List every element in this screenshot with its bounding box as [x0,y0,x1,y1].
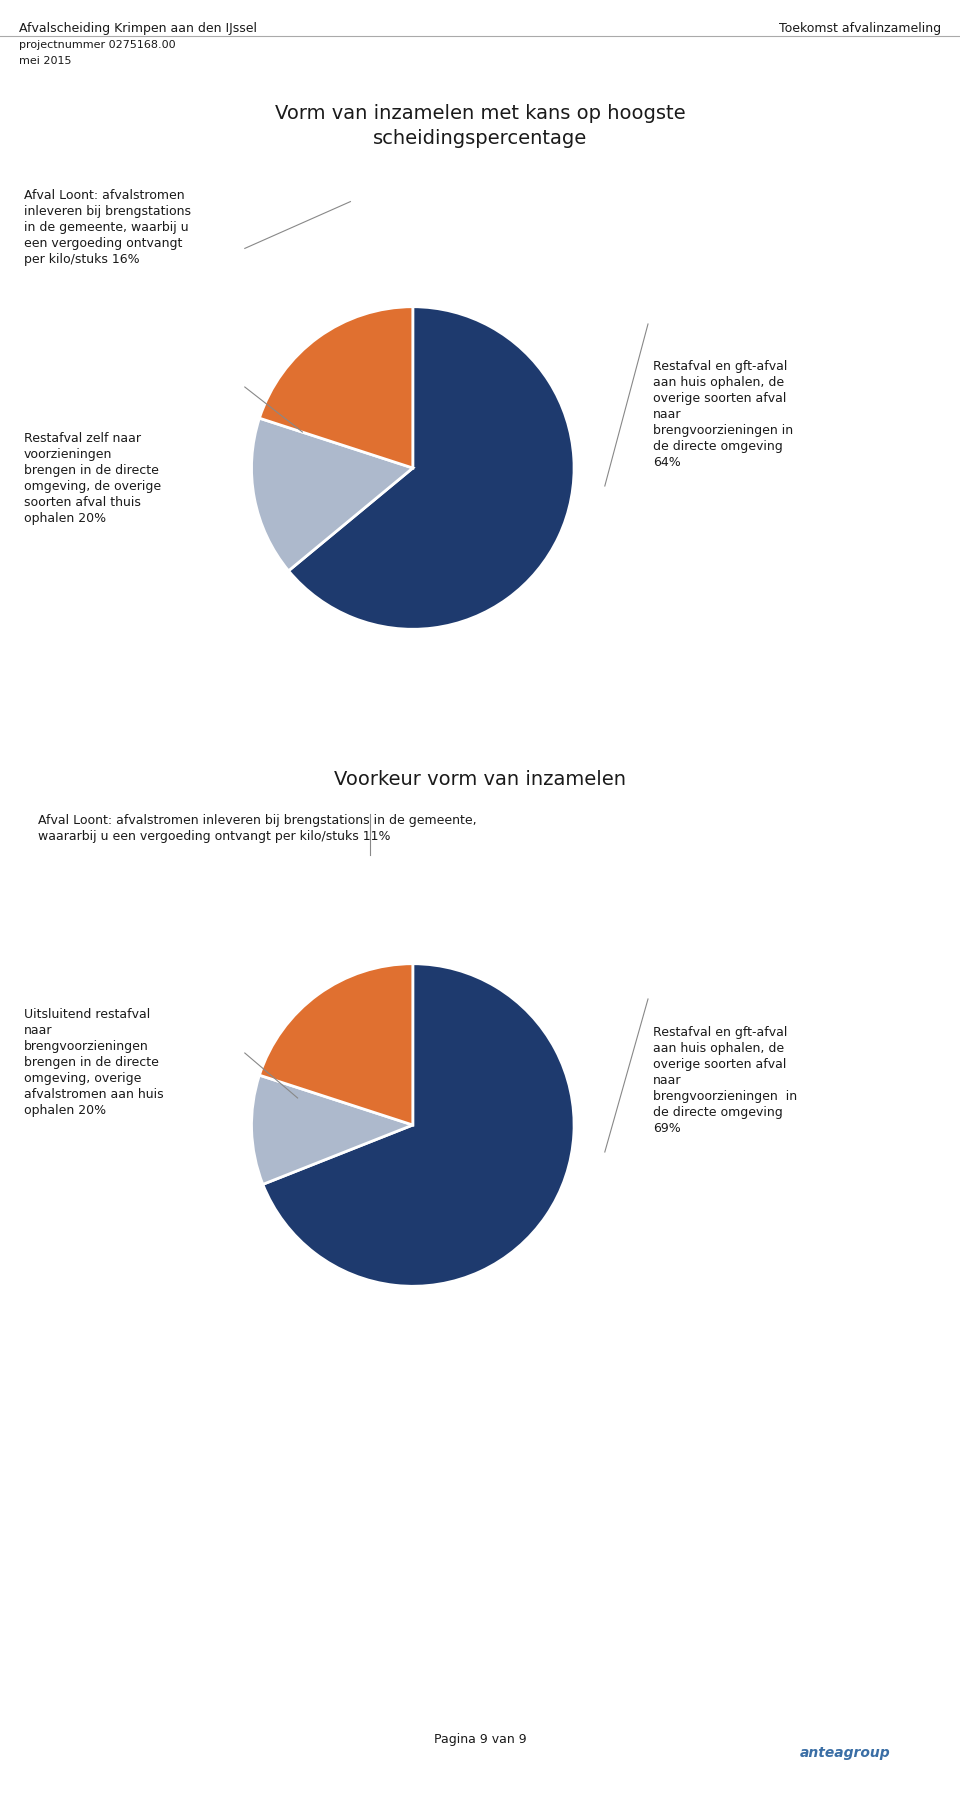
Text: Afval Loont: afvalstromen
inleveren bij brengstations
in de gemeente, waarbij u
: Afval Loont: afvalstromen inleveren bij … [24,189,191,266]
Text: Voorkeur vorm van inzamelen: Voorkeur vorm van inzamelen [334,770,626,790]
Text: Afvalscheiding Krimpen aan den IJssel: Afvalscheiding Krimpen aan den IJssel [19,22,257,34]
Wedge shape [259,306,413,468]
Text: Restafval zelf naar
voorzieningen
brengen in de directe
omgeving, de overige
soo: Restafval zelf naar voorzieningen brenge… [24,432,161,526]
Wedge shape [259,963,413,1125]
Text: mei 2015: mei 2015 [19,56,72,67]
Wedge shape [252,1075,413,1184]
Text: Restafval en gft-afval
aan huis ophalen, de
overige soorten afval
naar
brengvoor: Restafval en gft-afval aan huis ophalen,… [653,1026,797,1136]
Text: Pagina 9 van 9: Pagina 9 van 9 [434,1733,526,1746]
Text: Restafval en gft-afval
aan huis ophalen, de
overige soorten afval
naar
brengvoor: Restafval en gft-afval aan huis ophalen,… [653,360,793,470]
Text: Vorm van inzamelen met kans op hoogste
scheidingspercentage: Vorm van inzamelen met kans op hoogste s… [275,104,685,148]
Text: Toekomst afvalinzameling: Toekomst afvalinzameling [779,22,941,34]
Wedge shape [263,963,574,1287]
Text: anteagroup: anteagroup [800,1746,890,1760]
Text: Uitsluitend restafval
naar
brengvoorzieningen
brengen in de directe
omgeving, ov: Uitsluitend restafval naar brengvoorzien… [24,1008,163,1118]
Wedge shape [289,306,574,630]
Text: Afval Loont: afvalstromen inleveren bij brengstations in de gemeente,
waararbij : Afval Loont: afvalstromen inleveren bij … [38,814,477,842]
Text: projectnummer 0275168.00: projectnummer 0275168.00 [19,40,176,50]
Wedge shape [252,418,413,571]
